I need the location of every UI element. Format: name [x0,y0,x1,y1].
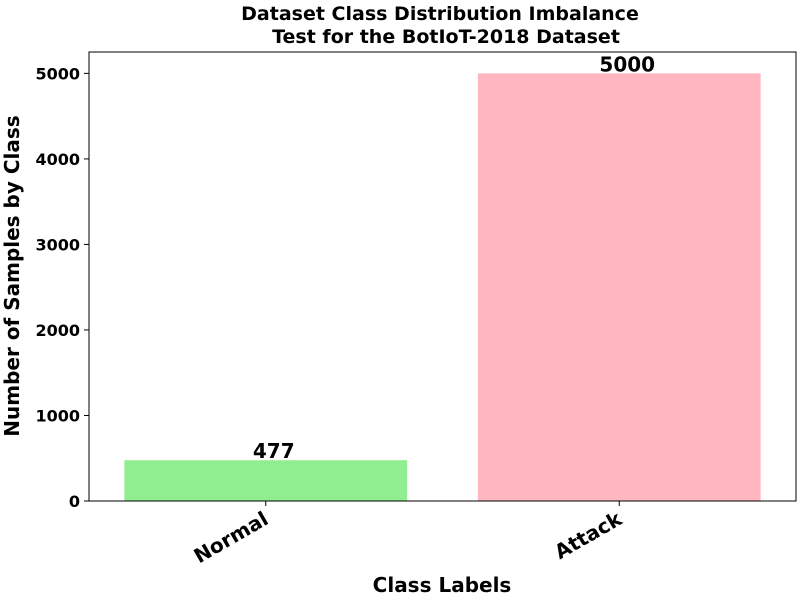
x-axis-label: Class Labels [373,573,512,597]
x-tick-label-attack: Attack [550,506,626,564]
data-label-attack: 5000 [599,52,655,76]
data-label-normal: 477 [253,439,295,463]
axes-frame [88,51,797,502]
y-tick-label: 4000 [35,150,80,169]
plot-area: 0 1000 2000 3000 4000 5000 Normal Attack 477 5000 [35,51,797,569]
y-tick-label: 3000 [35,235,80,254]
y-tick-label: 1000 [35,406,80,425]
chart-title: Dataset Class Distribution Imbalance [241,3,639,25]
chart-subtitle: Test for the BotIoT-2018 Dataset [272,26,620,48]
bar-normal [124,460,408,501]
x-tick-label-normal: Normal [190,507,273,569]
bar-attack [477,73,761,501]
y-tick-label: 0 [69,492,80,511]
y-axis-label: Number of Samples by Class [0,115,24,436]
y-tick-label: 2000 [35,321,80,340]
y-tick-label: 5000 [35,64,80,83]
